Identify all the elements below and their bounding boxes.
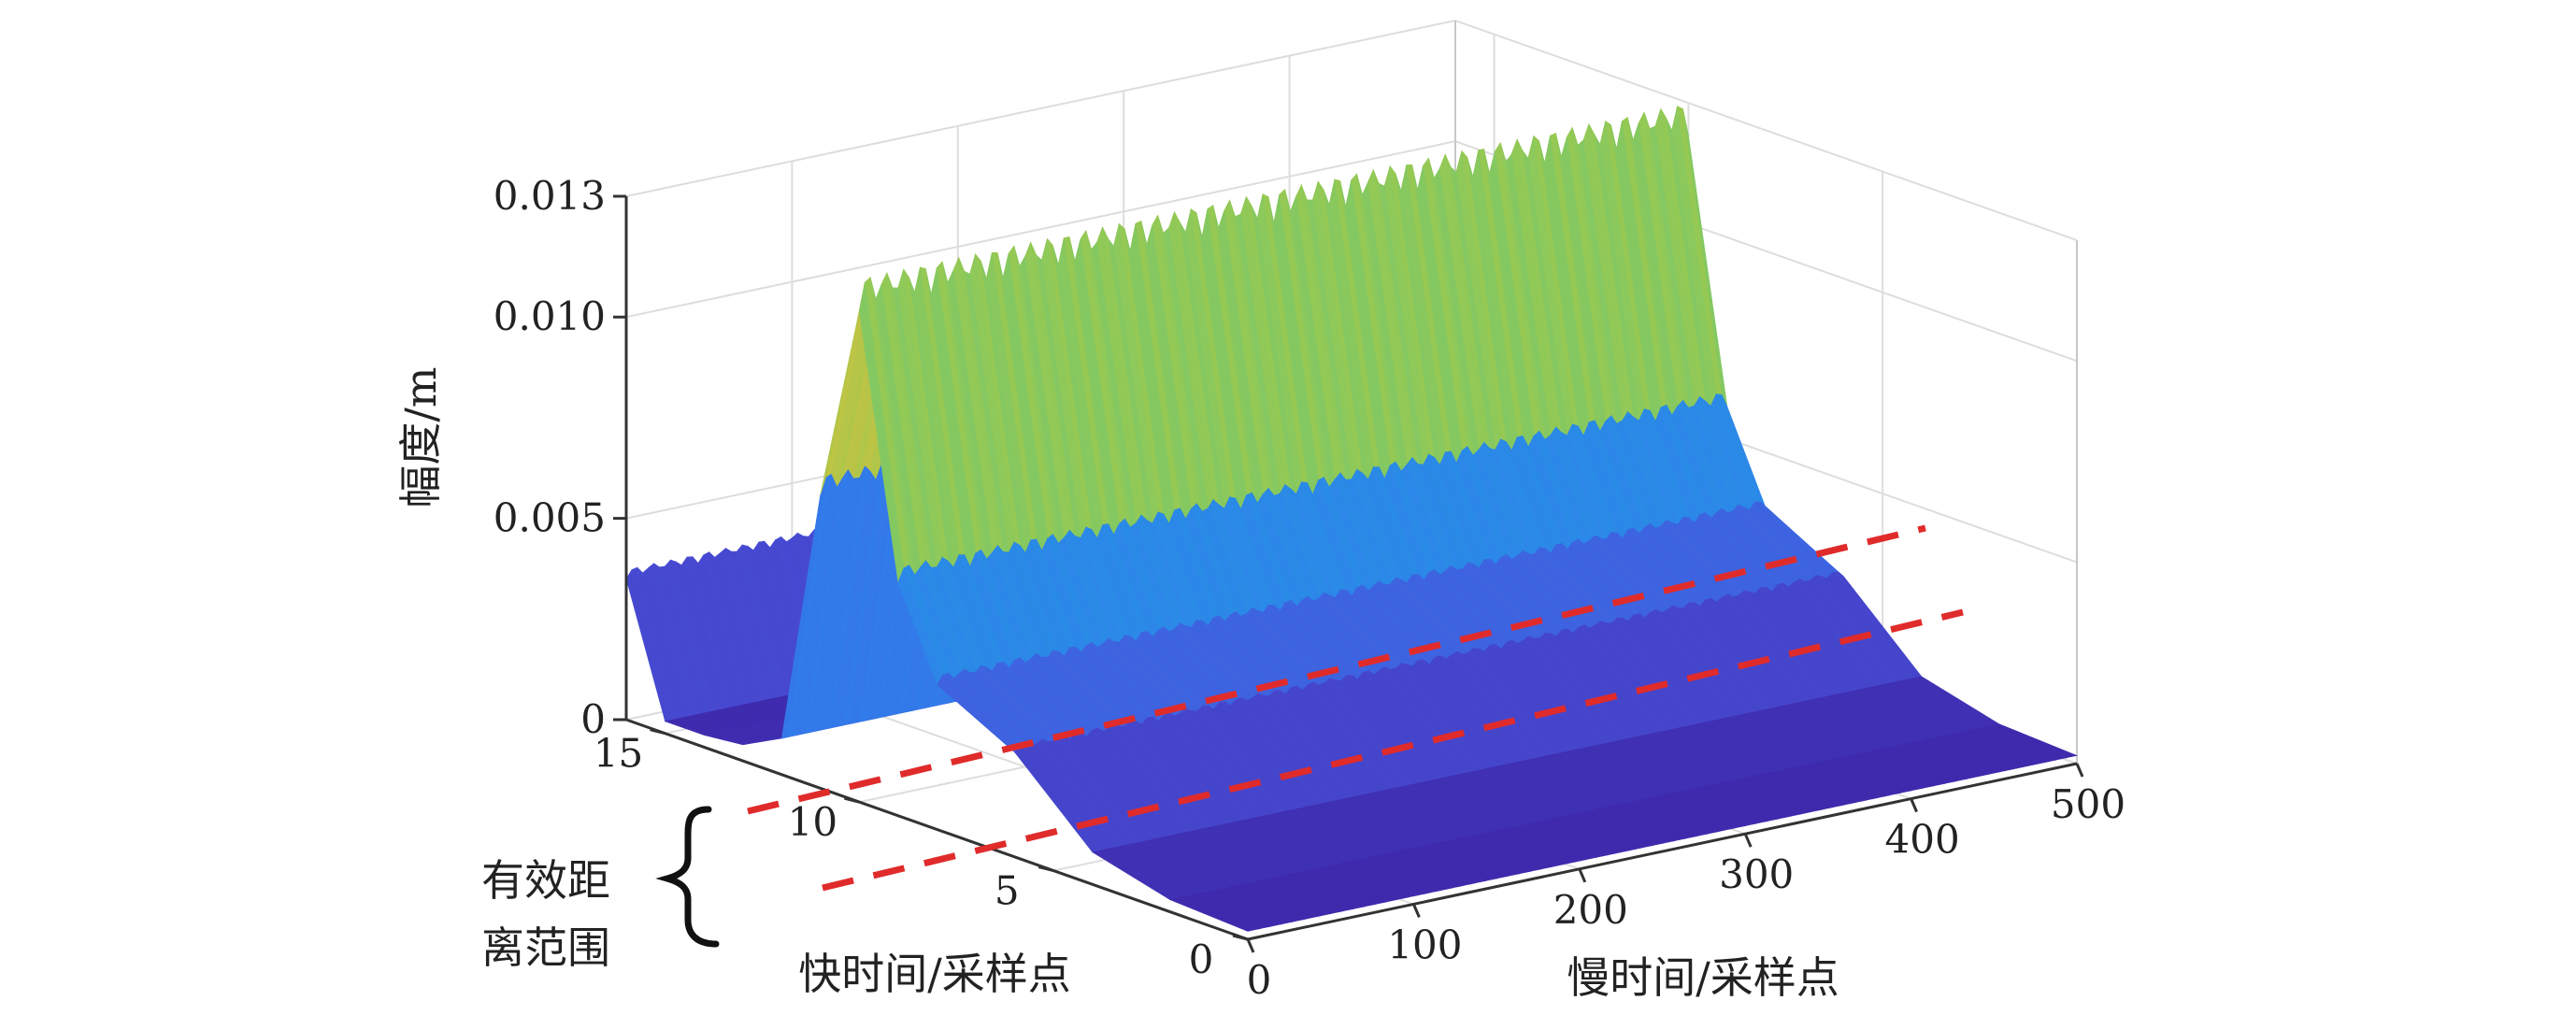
y-tick-label: 5 <box>995 868 1020 914</box>
z-tick-label: 0.005 <box>494 495 606 541</box>
x-tick <box>1412 903 1421 918</box>
x-axis-line <box>1247 762 2078 941</box>
annotation-line-1: 有效距 <box>481 855 610 906</box>
y-tick-label: 15 <box>594 731 643 777</box>
x-tick-label: 100 <box>1387 922 1462 967</box>
x-tick-label: 200 <box>1553 887 1628 933</box>
annotation-line-2: 离范围 <box>481 922 610 973</box>
z-axis-label: 幅度/m <box>395 366 446 508</box>
y-axis-line <box>625 718 1249 941</box>
surface-patch <box>1168 898 1254 932</box>
brace-icon <box>655 806 720 948</box>
range-line-lower <box>822 608 1964 892</box>
x-tick <box>1246 938 1255 953</box>
x-tick <box>1910 798 1918 813</box>
surface-plot <box>625 106 2079 932</box>
y-tick-label: 10 <box>788 799 837 845</box>
z-tick-label: 0.013 <box>494 173 606 219</box>
x-tick-label: 300 <box>1719 851 1794 897</box>
y-tick <box>1038 865 1054 873</box>
x-tick-label: 0 <box>1247 957 1272 1003</box>
x-axis-label: 慢时间/采样点 <box>1567 952 1839 1003</box>
effective-range-markers: 有效距 离范围 <box>481 524 1964 973</box>
x-tick <box>1578 868 1587 883</box>
x-tick <box>1743 833 1753 848</box>
x-tick-label: 500 <box>2051 781 2125 827</box>
y-tick-label: 0 <box>1189 936 1214 982</box>
x-tick-label: 400 <box>1885 817 1960 863</box>
x-tick <box>2075 763 2084 778</box>
z-tick-label: 0.010 <box>494 293 606 339</box>
axes <box>624 196 2078 941</box>
y-tick <box>650 728 665 736</box>
y-tick <box>844 796 860 804</box>
z-tick-label: 0 <box>580 696 606 742</box>
range-line-upper <box>747 524 1926 815</box>
y-axis-label: 快时间/采样点 <box>798 949 1071 999</box>
y-tick <box>1232 934 1249 941</box>
